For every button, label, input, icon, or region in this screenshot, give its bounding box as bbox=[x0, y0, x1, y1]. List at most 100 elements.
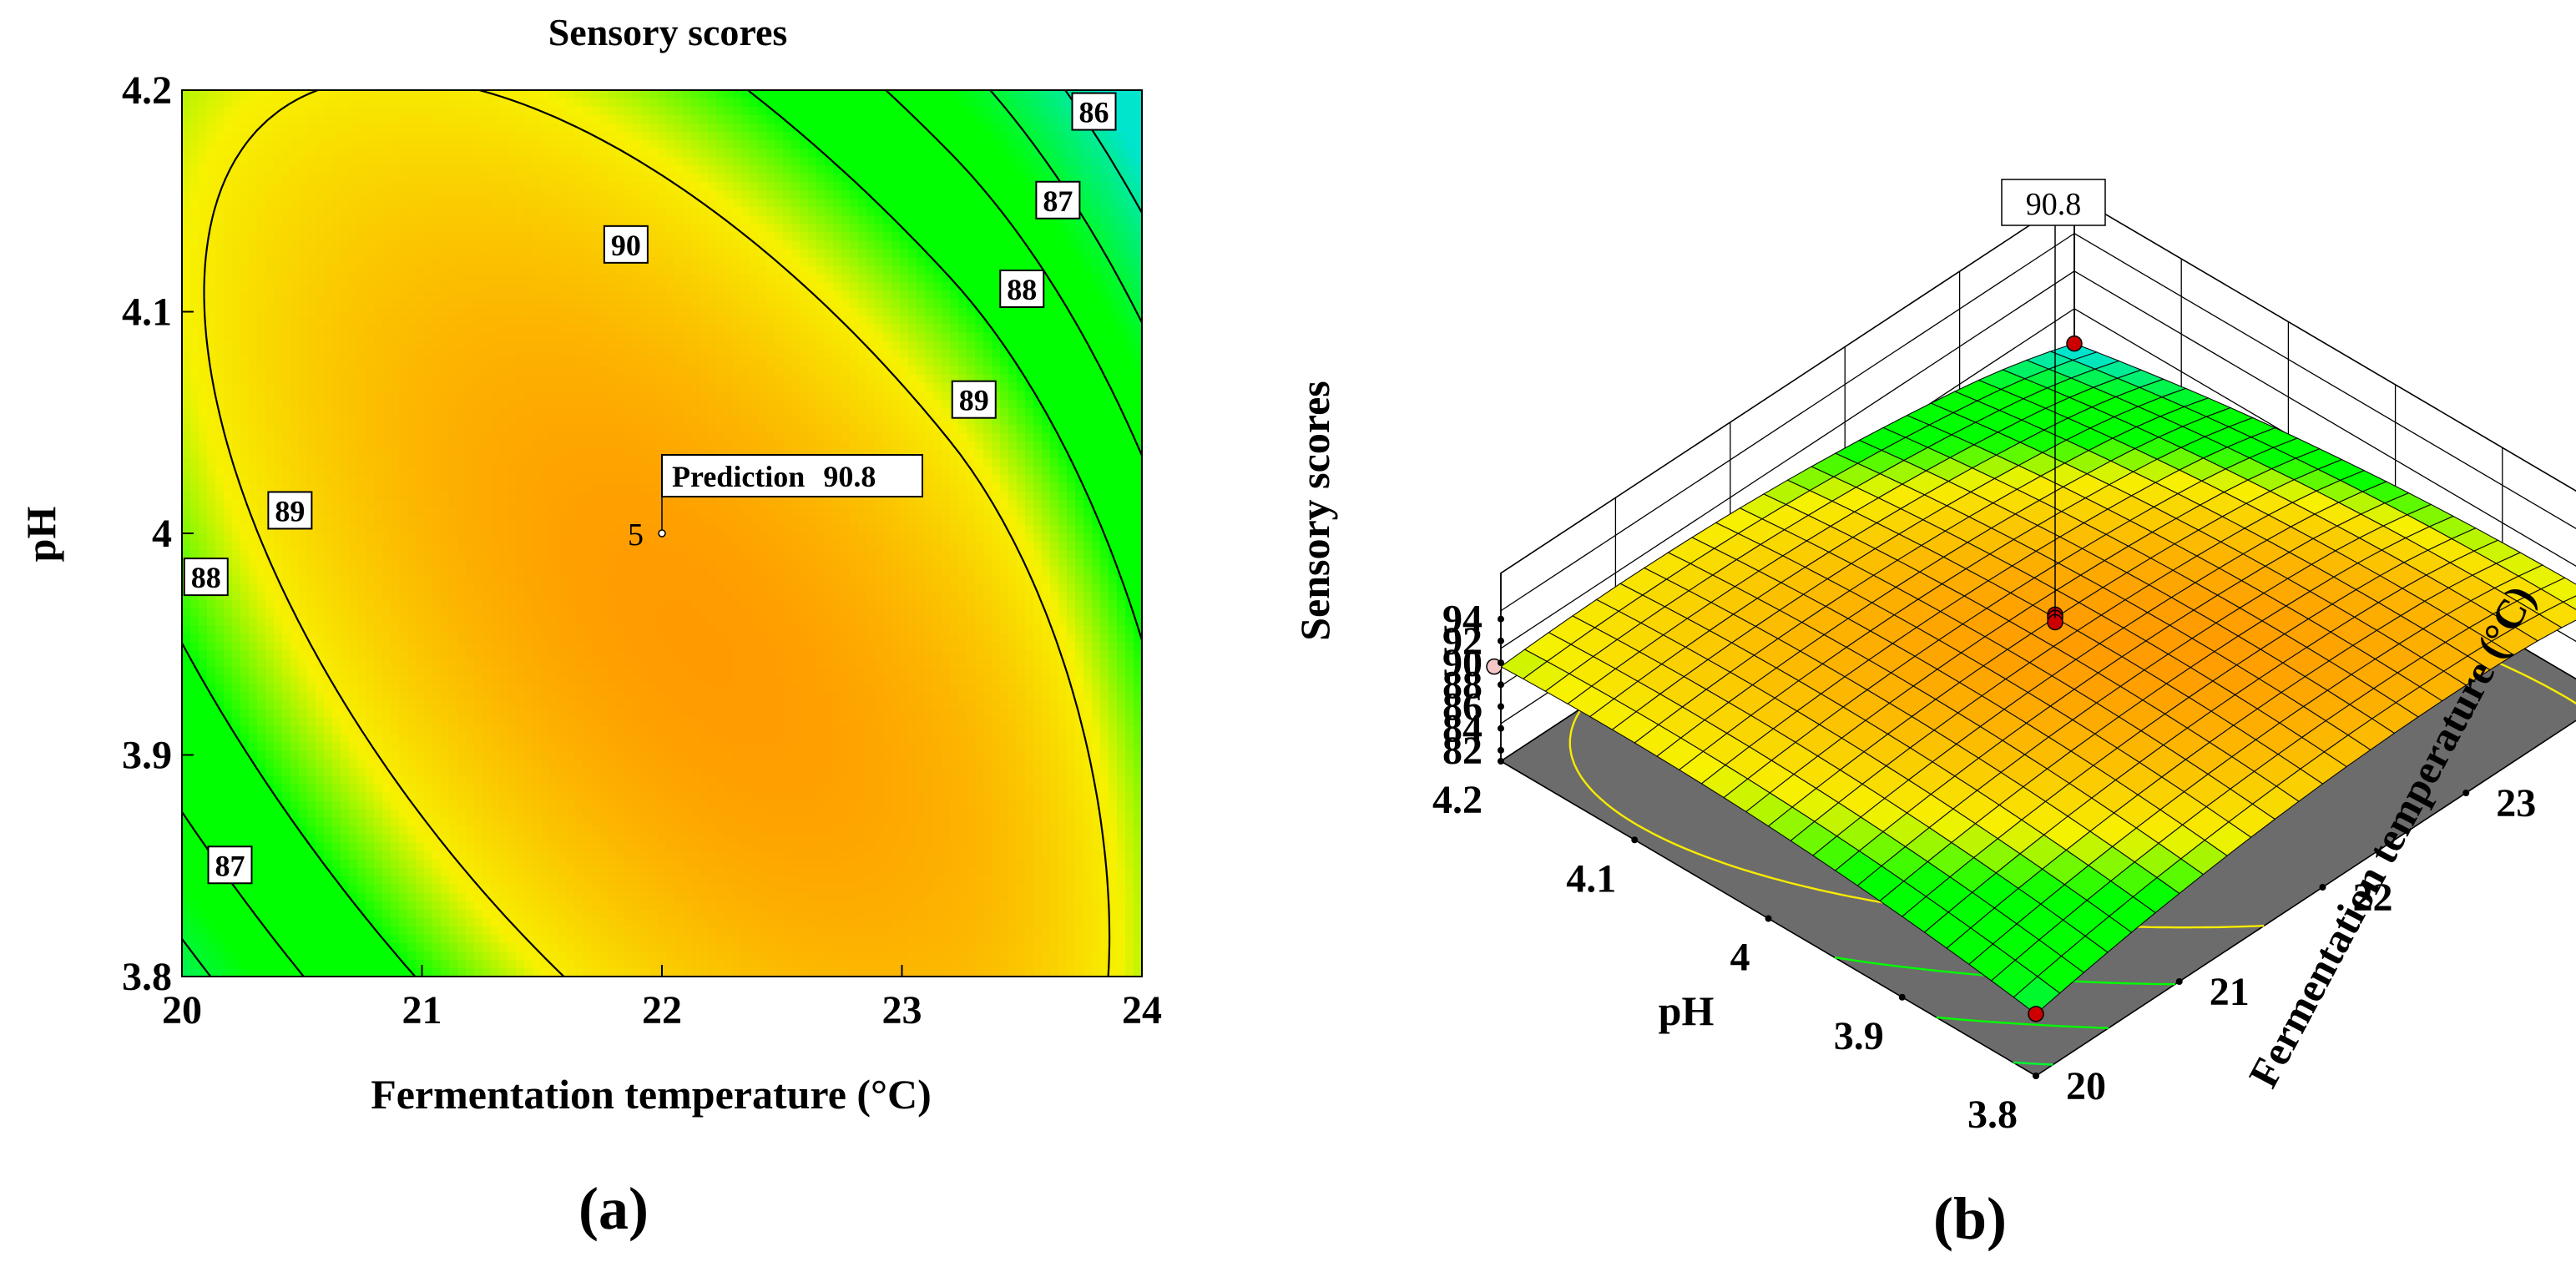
contour-fill-cell bbox=[349, 700, 358, 710]
contour-fill-cell bbox=[516, 366, 525, 376]
contour-fill-cell bbox=[224, 642, 233, 652]
contour-fill-cell bbox=[491, 424, 500, 434]
contour-fill-cell bbox=[424, 374, 433, 384]
contour-fill-cell bbox=[382, 659, 391, 669]
contour-fill-cell bbox=[491, 240, 500, 250]
contour-fill-cell bbox=[341, 199, 350, 209]
contour-fill-cell bbox=[240, 232, 250, 242]
contour-fill-cell bbox=[240, 942, 250, 952]
contour-fill-cell bbox=[207, 734, 216, 744]
contour-fill-cell bbox=[399, 307, 408, 317]
contour-fill-cell bbox=[249, 767, 258, 777]
contour-fill-cell bbox=[249, 98, 258, 108]
contour-fill-cell bbox=[341, 567, 350, 576]
contour-fill-cell bbox=[249, 725, 258, 735]
contour-fill-cell bbox=[441, 315, 450, 326]
contour-fill-cell bbox=[407, 633, 417, 644]
contour-fill-cell bbox=[316, 115, 325, 124]
contour-fill-cell bbox=[482, 341, 492, 351]
contour-fill-cell bbox=[374, 282, 383, 292]
contour-fill-cell bbox=[549, 282, 558, 292]
contour-fill-cell bbox=[324, 124, 333, 133]
contour-fill-cell bbox=[324, 558, 333, 568]
contour-fill-cell bbox=[516, 516, 525, 526]
contour-fill-cell bbox=[541, 491, 550, 501]
contour-fill-cell bbox=[541, 499, 550, 509]
contour-fill-cell bbox=[457, 550, 467, 559]
contour-fill-cell bbox=[424, 842, 433, 852]
contour-fill-cell bbox=[491, 98, 500, 108]
contour-fill-cell bbox=[508, 140, 517, 149]
contour-fill-cell bbox=[424, 667, 433, 677]
contour-fill-cell bbox=[215, 834, 225, 844]
contour-fill-cell bbox=[232, 608, 241, 618]
contour-fill-cell bbox=[516, 867, 525, 877]
contour-fill-cell bbox=[382, 349, 391, 359]
contour-fill-cell bbox=[549, 717, 558, 727]
contour-fill-cell bbox=[290, 876, 300, 886]
contour-fill-cell bbox=[441, 759, 450, 769]
contour-fill-cell bbox=[199, 533, 208, 543]
contour-fill-cell bbox=[332, 959, 341, 969]
contour-fill-cell bbox=[366, 809, 375, 819]
contour-fill-cell bbox=[432, 265, 442, 275]
contour-fill-cell bbox=[307, 232, 316, 242]
contour-fill-cell bbox=[324, 884, 333, 894]
contour-fill-cell bbox=[516, 224, 525, 234]
contour-fill-cell bbox=[491, 717, 500, 727]
contour-fill-cell bbox=[558, 684, 567, 694]
contour-fill-cell bbox=[307, 449, 316, 459]
contour-fill-cell bbox=[399, 482, 408, 492]
contour-fill-cell bbox=[457, 650, 467, 660]
contour-fill-cell bbox=[316, 299, 325, 309]
contour-fill-cell bbox=[182, 98, 191, 108]
contour-fill-cell bbox=[566, 809, 575, 819]
contour-fill-cell bbox=[549, 174, 558, 184]
contour-fill-cell bbox=[299, 98, 308, 108]
contour-fill-cell bbox=[449, 132, 458, 141]
contour-fill-cell bbox=[199, 282, 208, 292]
contour-fill-cell bbox=[491, 416, 500, 426]
contour-fill-cell bbox=[307, 290, 316, 300]
contour-fill-cell bbox=[382, 491, 391, 501]
contour-fill-cell bbox=[332, 934, 341, 944]
contour-fill-cell bbox=[382, 759, 391, 769]
contour-fill-cell bbox=[190, 817, 200, 827]
contour-fill-cell bbox=[316, 257, 325, 267]
contour-fill-cell bbox=[190, 274, 200, 284]
contour-fill-cell bbox=[457, 659, 467, 669]
contour-fill-cell bbox=[516, 466, 525, 476]
contour-fill-cell bbox=[449, 257, 458, 267]
contour-fill-cell bbox=[491, 967, 500, 977]
contour-fill-cell bbox=[224, 474, 233, 484]
contour-fill-cell bbox=[274, 967, 283, 977]
contour-fill-cell bbox=[416, 157, 425, 166]
contour-fill-cell bbox=[407, 399, 417, 409]
contour-fill-cell bbox=[265, 315, 275, 326]
contour-fill-cell bbox=[449, 424, 458, 434]
contour-fill-cell bbox=[424, 550, 433, 559]
contour-fill-cell bbox=[324, 934, 333, 944]
contour-fill-cell bbox=[366, 374, 375, 384]
contour-fill-cell bbox=[215, 909, 225, 919]
contour-fill-cell bbox=[399, 299, 408, 309]
contour-fill-cell bbox=[558, 542, 567, 551]
contour-fill-cell bbox=[474, 491, 483, 501]
contour-fill-cell bbox=[257, 499, 266, 509]
contour-fill-cell bbox=[299, 199, 308, 209]
contour-fill-cell bbox=[341, 859, 350, 869]
contour-fill-cell bbox=[524, 625, 533, 635]
contour-fill-cell bbox=[524, 124, 533, 133]
contour-fill-cell bbox=[199, 842, 208, 852]
contour-fill-cell bbox=[182, 675, 191, 685]
contour-fill-cell bbox=[316, 382, 325, 392]
contour-fill-cell bbox=[257, 959, 266, 969]
contour-fill-cell bbox=[324, 274, 333, 284]
contour-fill-cell bbox=[207, 784, 216, 794]
contour-fill-cell bbox=[432, 742, 442, 752]
contour-fill-cell bbox=[466, 809, 475, 819]
contour-fill-cell bbox=[524, 851, 533, 861]
contour-fill-cell bbox=[349, 399, 358, 409]
contour-fill-cell bbox=[341, 149, 350, 158]
contour-fill-cell bbox=[366, 659, 375, 669]
